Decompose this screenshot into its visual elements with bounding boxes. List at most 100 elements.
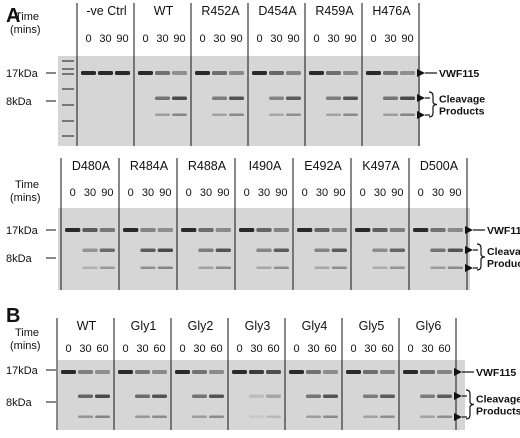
band-cleavage-product [273, 248, 289, 252]
band-cleavage-product [192, 415, 207, 418]
timepoint-label: 30 [200, 187, 212, 199]
band-vwf115 [363, 370, 378, 374]
band-vwf115 [380, 370, 395, 374]
band-vwf115 [98, 71, 113, 75]
band-cleavage-product [155, 113, 170, 116]
timepoint-label: 30 [327, 33, 339, 45]
timepoint-label: 90 [391, 187, 403, 199]
band-vwf115 [297, 228, 313, 232]
band-vwf115 [314, 228, 330, 232]
vwf115-label: VWF115 [487, 225, 520, 237]
time-label: Time [15, 11, 39, 23]
gel-background [58, 56, 420, 146]
band-vwf115 [78, 370, 93, 374]
ladder-band [62, 88, 74, 90]
band-cleavage-product [249, 415, 264, 418]
band-vwf115 [115, 71, 130, 75]
cleavage-label: Cleavage [487, 246, 520, 258]
lane-name: R484A [130, 159, 169, 173]
timepoint-label: 30 [193, 343, 205, 355]
timepoint-label: 30 [421, 343, 433, 355]
mw-label: 17kDa [6, 225, 39, 237]
band-vwf115 [232, 370, 247, 374]
band-vwf115 [437, 370, 452, 374]
band-vwf115 [157, 228, 173, 232]
band-cleavage-product [363, 415, 378, 418]
lane-name: I490A [249, 159, 282, 173]
timepoint-label: 30 [364, 343, 376, 355]
band-cleavage-product [331, 266, 347, 269]
band-cleavage-product [198, 266, 214, 269]
band-vwf115 [249, 370, 264, 374]
timepoint-label: 90 [217, 187, 229, 199]
band-vwf115 [400, 71, 415, 75]
band-vwf115 [389, 228, 405, 232]
vwf115-label: VWF115 [439, 68, 479, 80]
band-cleavage-product [140, 248, 156, 252]
band-vwf115 [65, 228, 81, 232]
band-cleavage-product [273, 266, 289, 269]
band-vwf115 [447, 228, 463, 232]
band-cleavage-product [306, 415, 321, 418]
band-cleavage-product [447, 248, 463, 252]
lane-name: D500A [420, 159, 459, 173]
timepoint-label: 0 [302, 187, 308, 199]
band-vwf115 [140, 228, 156, 232]
band-cleavage-product [172, 96, 187, 100]
band-cleavage-product [437, 415, 452, 418]
timepoint-label: 60 [210, 343, 222, 355]
band-cleavage-product [249, 394, 264, 398]
band-cleavage-product [323, 394, 338, 398]
vwf115-label: VWF115 [476, 367, 516, 379]
panel-letter: B [6, 305, 20, 327]
band-cleavage-product [331, 248, 347, 252]
band-vwf115 [118, 370, 133, 374]
band-vwf115 [343, 71, 358, 75]
time-units-label: (mins) [10, 24, 41, 36]
timepoint-label: 0 [313, 33, 319, 45]
band-vwf115 [420, 370, 435, 374]
lane-name: Gly5 [359, 319, 385, 333]
timepoint-label: 90 [401, 33, 413, 45]
ladder-band [62, 73, 74, 75]
band-vwf115 [181, 228, 197, 232]
band-cleavage-product [212, 96, 227, 100]
band-vwf115 [331, 228, 347, 232]
band-cleavage-product [99, 248, 115, 252]
panel-letter: A [6, 5, 20, 27]
products-label: Products [487, 258, 520, 270]
lane-name: R452A [201, 4, 240, 18]
band-cleavage-product [215, 266, 231, 269]
band-vwf115 [323, 370, 338, 374]
band-vwf115 [383, 71, 398, 75]
band-cleavage-product [372, 248, 388, 252]
band-vwf115 [82, 228, 98, 232]
band-cleavage-product [78, 415, 93, 418]
band-vwf115 [372, 228, 388, 232]
band-cleavage-product [99, 266, 115, 269]
band-vwf115 [123, 228, 139, 232]
timepoint-label: 90 [159, 187, 171, 199]
timepoint-label: 30 [270, 33, 282, 45]
lane-name: R459A [315, 4, 354, 18]
timepoint-label: 0 [65, 343, 71, 355]
band-cleavage-product [135, 394, 150, 398]
band-vwf115 [309, 71, 324, 75]
timepoint-label: 0 [128, 187, 134, 199]
band-cleavage-product [400, 113, 415, 116]
band-cleavage-product [420, 415, 435, 418]
band-cleavage-product [343, 96, 358, 100]
band-vwf115 [286, 71, 301, 75]
band-vwf115 [355, 228, 371, 232]
lane-name: H476A [372, 4, 411, 18]
timepoint-label: 0 [350, 343, 356, 355]
timepoint-label: 30 [432, 187, 444, 199]
band-vwf115 [239, 228, 255, 232]
timepoint-label: 0 [85, 33, 91, 45]
mw-label: 8kDa [6, 96, 33, 108]
band-vwf115 [172, 71, 187, 75]
band-cleavage-product [135, 415, 150, 418]
band-vwf115 [266, 370, 281, 374]
